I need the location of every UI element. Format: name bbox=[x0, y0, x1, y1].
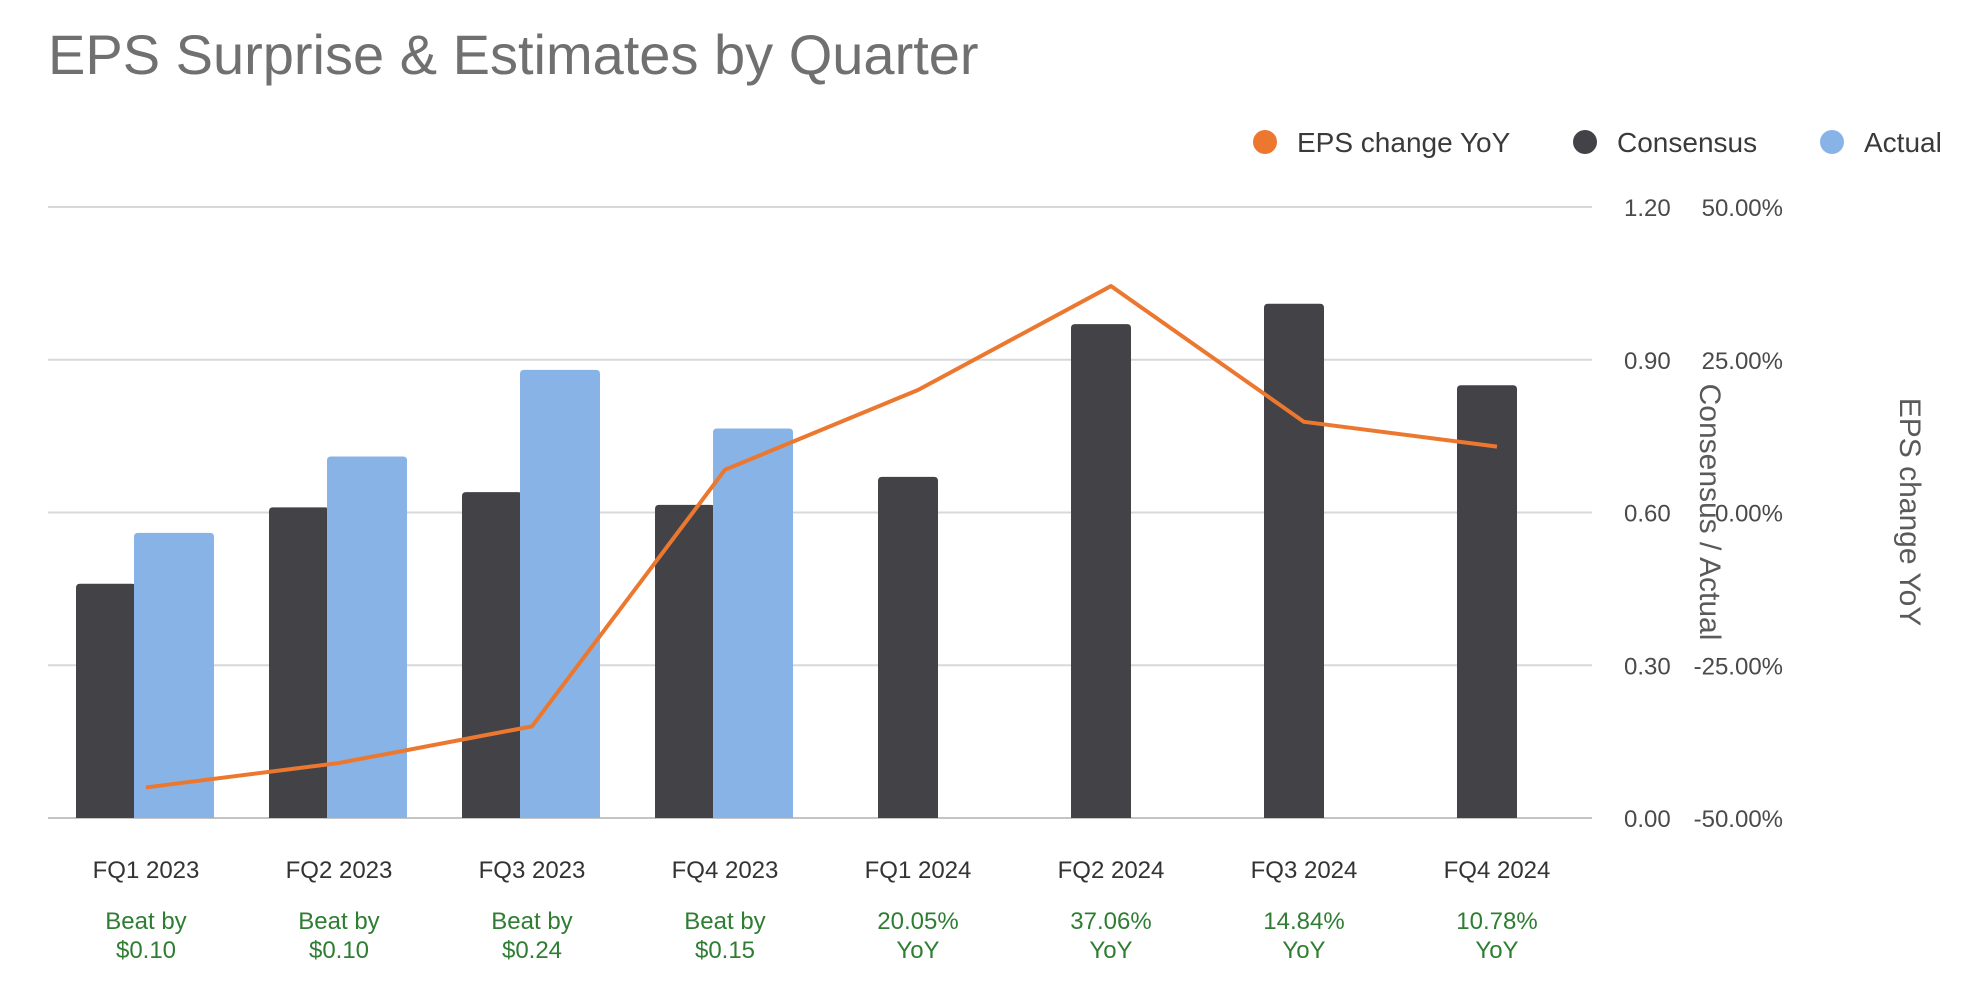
legend-swatch bbox=[1573, 130, 1597, 154]
quarter-note-line: YoY bbox=[896, 937, 939, 964]
x-tick-label: FQ2 2023 bbox=[286, 857, 393, 884]
left-tick-label: 1.20 bbox=[1624, 195, 1671, 222]
actual-bar bbox=[134, 532, 214, 818]
right-axis-ticks: -50.00% -25.00% 0.00% 25.00% 50.00% bbox=[1694, 195, 1783, 833]
quarter-note-line: Beat by bbox=[105, 908, 186, 935]
quarter-note-line: 20.05% bbox=[877, 908, 958, 935]
legend: EPS change YoY Consensus Actual bbox=[1253, 127, 1942, 158]
legend-label: Actual bbox=[1864, 127, 1942, 158]
left-tick-label: 0.60 bbox=[1624, 501, 1671, 528]
left-axis-title: Consensus / Actual bbox=[1693, 384, 1726, 641]
left-tick-label: 0.30 bbox=[1624, 653, 1671, 680]
x-tick-label: FQ4 2023 bbox=[672, 857, 779, 884]
quarter-note-line: YoY bbox=[1282, 937, 1325, 964]
left-axis-ticks: 0.00 0.30 0.60 0.90 1.20 bbox=[1624, 195, 1671, 833]
actual-bar bbox=[713, 428, 793, 818]
quarter-note-line: YoY bbox=[1089, 937, 1132, 964]
quarter-note-line: $0.10 bbox=[309, 937, 369, 964]
legend-swatch bbox=[1253, 130, 1277, 154]
quarter-note-line: Beat by bbox=[491, 908, 572, 935]
x-tick-label: FQ4 2024 bbox=[1444, 857, 1551, 884]
consensus-bar bbox=[269, 507, 329, 818]
consensus-bar bbox=[878, 476, 938, 818]
consensus-bar bbox=[76, 583, 136, 818]
left-tick-label: 0.00 bbox=[1624, 806, 1671, 833]
consensus-bar bbox=[1071, 324, 1131, 818]
right-tick-label: 25.00% bbox=[1702, 348, 1783, 375]
right-axis-title: EPS change YoY bbox=[1893, 398, 1926, 627]
consensus-bar bbox=[1457, 385, 1517, 818]
quarter-note-line: $0.15 bbox=[695, 937, 755, 964]
yoy-line-path bbox=[145, 284, 1498, 790]
consensus-bar bbox=[462, 492, 522, 818]
quarter-note-line: YoY bbox=[1475, 937, 1518, 964]
chart-title: EPS Surprise & Estimates by Quarter bbox=[48, 23, 979, 86]
quarter-note-line: 14.84% bbox=[1263, 908, 1344, 935]
quarter-note-line: 10.78% bbox=[1456, 908, 1537, 935]
yoy-line bbox=[145, 284, 1498, 790]
right-tick-label: -25.00% bbox=[1694, 653, 1783, 680]
quarter-note-line: $0.24 bbox=[502, 937, 562, 964]
right-tick-label: 50.00% bbox=[1702, 195, 1783, 222]
left-tick-label: 0.90 bbox=[1624, 348, 1671, 375]
legend-label: EPS change YoY bbox=[1297, 127, 1511, 158]
consensus-bar bbox=[655, 504, 715, 818]
axis-titles: Consensus / Actual EPS change YoY bbox=[1693, 384, 1926, 641]
actual-bar bbox=[520, 369, 600, 818]
bars bbox=[76, 303, 1517, 818]
quarter-note-line: Beat by bbox=[684, 908, 765, 935]
x-tick-label: FQ1 2024 bbox=[865, 857, 972, 884]
consensus-bar bbox=[1264, 303, 1324, 818]
x-tick-label: FQ2 2024 bbox=[1058, 857, 1165, 884]
legend-swatch bbox=[1820, 130, 1844, 154]
right-tick-label: -50.00% bbox=[1694, 806, 1783, 833]
x-tick-label: FQ3 2023 bbox=[479, 857, 586, 884]
actual-bar bbox=[327, 456, 407, 818]
quarter-note-line: 37.06% bbox=[1070, 908, 1151, 935]
quarter-note-line: Beat by bbox=[298, 908, 379, 935]
quarter-note-line: $0.10 bbox=[116, 937, 176, 964]
x-tick-label: FQ3 2024 bbox=[1251, 857, 1358, 884]
legend-label: Consensus bbox=[1617, 127, 1757, 158]
x-tick-label: FQ1 2023 bbox=[93, 857, 200, 884]
right-tick-label: 0.00% bbox=[1715, 501, 1783, 528]
x-axis-ticks: FQ1 2023 FQ2 2023 FQ3 2023 FQ4 2023 FQ1 2024… bbox=[93, 857, 1551, 884]
